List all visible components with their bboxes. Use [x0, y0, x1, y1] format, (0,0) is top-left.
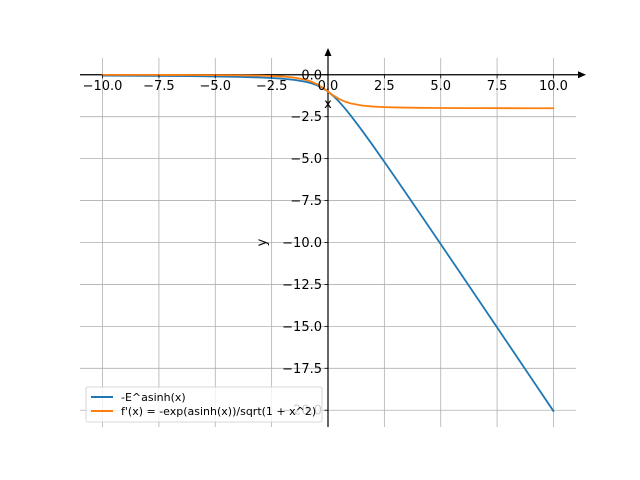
y-tick-label: −12.5 — [282, 278, 322, 293]
x-axis-label: x — [324, 97, 332, 112]
y-tick-label: −2.5 — [290, 110, 322, 125]
axes-layer — [80, 48, 586, 427]
y-tick-label: −7.5 — [290, 194, 322, 209]
legend-label-series-2: f'(x) = -exp(asinh(x))/sqrt(1 + x^2) — [121, 405, 316, 418]
y-axis-label: y — [255, 238, 270, 246]
y-tick-label: −10.0 — [282, 236, 322, 251]
x-tick-label: 0.0 — [318, 79, 339, 94]
x-tick-label: −2.5 — [256, 79, 288, 94]
x-axis-arrow-icon — [578, 71, 586, 79]
x-tick-label: 5.0 — [430, 79, 451, 94]
y-tick-label: 0.0 — [301, 68, 322, 83]
ticks-layer: −10.0 −7.5 −5.0 −2.5 0.0 2.5 5.0 7.5 10.0 0.0 −2.5… — [83, 68, 568, 418]
y-tick-label: −5.0 — [290, 152, 322, 167]
y-tick-label: −17.5 — [282, 362, 322, 377]
x-tick-label: −7.5 — [143, 79, 175, 94]
x-tick-label: −5.0 — [199, 79, 231, 94]
legend-label-series-1: -E^asinh(x) — [121, 391, 186, 404]
y-tick-label: −15.0 — [282, 320, 322, 335]
x-tick-label: 10.0 — [539, 79, 568, 94]
x-tick-label: 7.5 — [487, 79, 508, 94]
legend: -E^asinh(x) f'(x) = -exp(asinh(x))/sqrt(… — [85, 386, 323, 423]
y-axis-arrow-icon — [324, 48, 332, 56]
legend-box — [85, 386, 323, 423]
x-tick-label: 2.5 — [374, 79, 395, 94]
x-tick-label: −10.0 — [83, 79, 123, 94]
